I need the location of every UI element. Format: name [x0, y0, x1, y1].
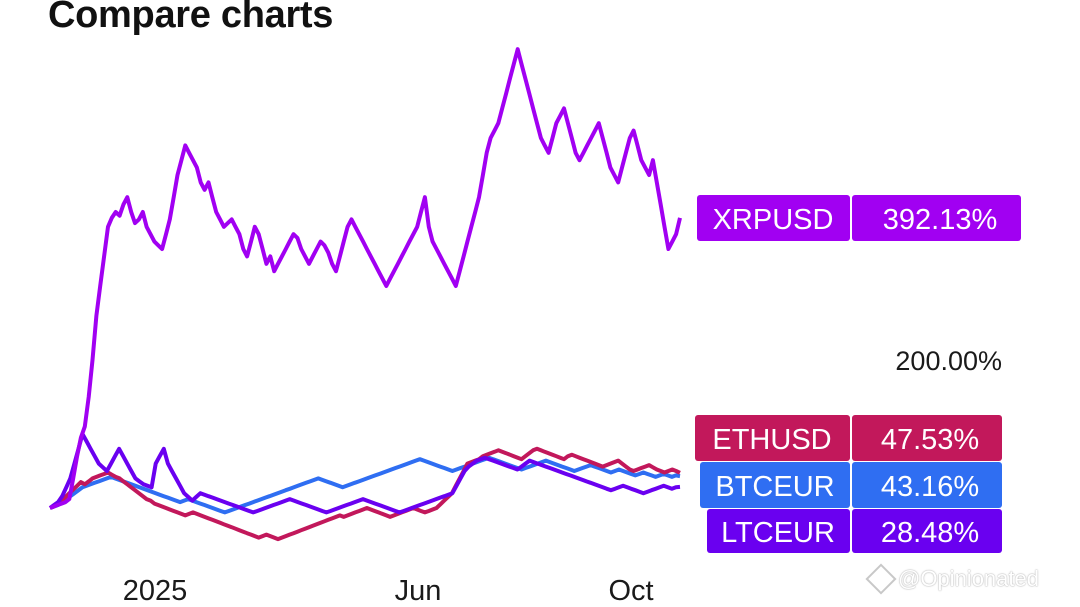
- label-btceur: BTCEUR 43.16%: [700, 462, 1002, 508]
- series-lines: [48, 47, 682, 542]
- page-title: Compare charts: [48, 0, 334, 36]
- label-xrpusd: XRPUSD 392.13%: [697, 195, 1021, 241]
- x-tick-oct: Oct: [608, 575, 653, 607]
- binance-logo-icon: [865, 563, 897, 595]
- label-ltceur: LTCEUR 28.48%: [707, 509, 1002, 553]
- watermark-text: @Opinionated: [898, 566, 1039, 591]
- label-ethusd-value: 47.53%: [881, 424, 979, 456]
- x-tick-2025: 2025: [123, 575, 188, 607]
- label-ethusd: ETHUSD 47.53%: [695, 415, 1002, 461]
- series-line-btceur: [49, 455, 681, 515]
- x-tick-jun: Jun: [395, 575, 442, 607]
- label-ethusd-name: ETHUSD: [712, 424, 831, 456]
- label-ethusd-name-box: [695, 415, 850, 461]
- series-line-ltceur: [48, 432, 681, 515]
- watermark: @Opinionated: [865, 563, 1039, 595]
- label-btceur-name: BTCEUR: [715, 471, 834, 503]
- label-xrpusd-name: XRPUSD: [713, 204, 834, 236]
- label-ltceur-name: LTCEUR: [721, 517, 835, 549]
- label-btceur-name-box: [700, 462, 850, 508]
- label-xrpusd-name-box: [697, 195, 850, 241]
- series-line-xrpusd: [49, 47, 682, 510]
- label-ethusd-value-box: [852, 415, 1002, 461]
- label-xrpusd-value-box: [852, 195, 1021, 241]
- label-ltceur-name-box: [707, 509, 850, 553]
- label-ltceur-value-box: [852, 509, 1002, 553]
- gridline-label-200: 200.00%: [895, 346, 1002, 376]
- label-ltceur-value: 28.48%: [881, 517, 979, 549]
- series-line-ethusd: [49, 446, 681, 542]
- label-btceur-value-box: [852, 462, 1002, 508]
- label-xrpusd-value: 392.13%: [883, 204, 998, 236]
- label-btceur-value: 43.16%: [881, 471, 979, 503]
